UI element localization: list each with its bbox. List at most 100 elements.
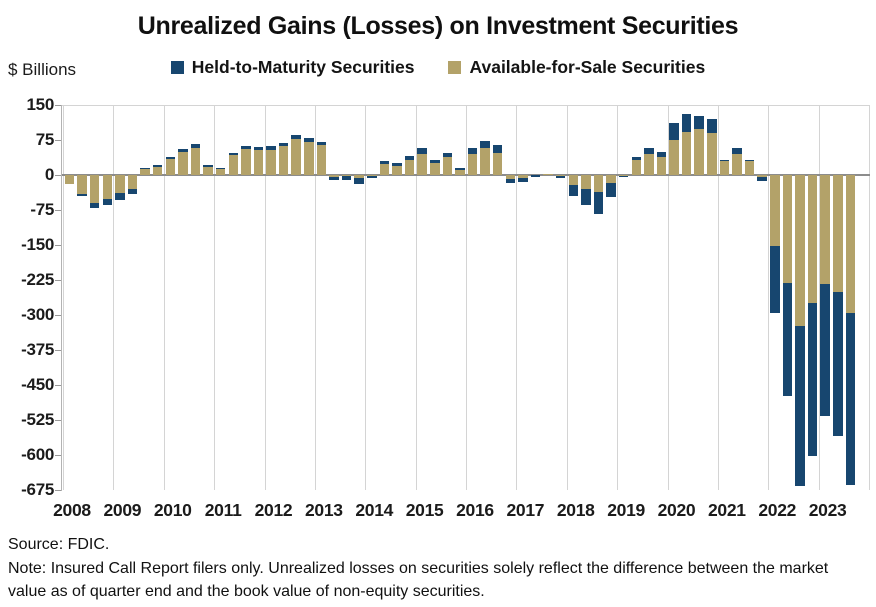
bar-segment-htm	[278, 143, 289, 147]
zero-baseline	[62, 174, 870, 176]
bar-segment-htm	[127, 188, 138, 195]
bar-segment-afs	[241, 148, 251, 175]
bar-segment-afs	[417, 154, 427, 175]
bar-segment-htm	[820, 284, 830, 416]
y-axis-tick	[55, 419, 61, 421]
bar-segment-afs	[316, 145, 327, 175]
bar-segment-afs	[354, 175, 364, 179]
bar-segment-htm	[215, 167, 226, 169]
year-gridline	[365, 105, 367, 490]
y-axis-tick	[55, 104, 61, 106]
bar-segment-afs	[329, 175, 339, 177]
source-note: Source: FDIC.	[8, 536, 110, 553]
bar-segment-afs	[555, 175, 566, 177]
year-gridline	[314, 105, 316, 490]
y-axis-tick-label: 150	[26, 95, 55, 114]
bar-segment-htm	[707, 118, 717, 134]
bar-segment-afs	[140, 169, 150, 175]
bar-segment-htm	[593, 191, 604, 215]
year-gridline	[516, 105, 518, 490]
y-axis-tick-label: -600	[21, 445, 54, 464]
bar-segment-afs	[631, 160, 641, 175]
bar-segment-afs	[820, 175, 830, 285]
y-axis-tick	[55, 279, 61, 281]
bar-segment-afs	[644, 154, 654, 175]
bar-segment-htm	[681, 113, 692, 132]
bar-segment-htm	[795, 326, 805, 486]
bar-segment-afs	[492, 152, 503, 175]
y-axis-tick-label: -75	[30, 200, 54, 219]
y-axis-tick-label: 75	[35, 130, 55, 149]
bar-segment-afs	[228, 154, 238, 175]
bar-segment-afs	[593, 175, 604, 192]
bar-segment-htm	[656, 152, 667, 157]
y-axis-tick-label: -375	[21, 340, 54, 359]
bar-segment-afs	[845, 175, 856, 313]
bar-segment-htm	[770, 245, 780, 313]
legend-label-afs: Available-for-Sale Securities	[469, 57, 706, 77]
bar-segment-afs	[505, 175, 516, 180]
bar-segment-htm	[555, 176, 566, 179]
bar-segment-afs	[518, 175, 528, 179]
year-gridline	[466, 105, 467, 490]
bar-segment-afs	[442, 156, 453, 175]
bar-segment-afs	[719, 161, 730, 175]
bar-segment-htm	[467, 148, 478, 154]
bar-segment-afs	[770, 175, 780, 246]
bar-segment-afs	[656, 156, 667, 175]
x-axis-year-label: 2018	[556, 500, 595, 520]
bar-segment-afs	[89, 175, 100, 204]
year-gridline	[264, 105, 266, 490]
x-axis-year-label: 2017	[506, 500, 545, 520]
bar-segment-afs	[467, 154, 478, 175]
bar-segment-afs	[669, 140, 679, 175]
x-axis-year-label: 2022	[758, 500, 797, 520]
bar-segment-htm	[253, 147, 264, 150]
bar-segment-afs	[744, 160, 755, 175]
bar-segment-afs	[304, 141, 314, 175]
bar-segment-htm	[669, 122, 679, 140]
bar-segment-afs	[215, 168, 226, 175]
bar-segment-afs	[77, 175, 87, 195]
year-gridline	[617, 105, 619, 490]
bar-segment-htm	[316, 141, 327, 146]
bar-segment-htm	[694, 116, 704, 130]
bar-segment-htm	[845, 312, 856, 485]
year-gridline	[63, 105, 64, 490]
bar-segment-htm	[807, 303, 818, 456]
year-gridline	[415, 105, 417, 490]
bar-segment-htm	[492, 145, 503, 153]
bar-segment-afs	[102, 175, 113, 200]
bar-segment-afs	[115, 175, 125, 194]
footnote: Note: Insured Call Report filers only. U…	[8, 560, 829, 600]
bar-segment-htm	[329, 176, 339, 180]
y-axis-tick-label: -525	[21, 410, 54, 429]
bar-segment-htm	[480, 140, 490, 149]
year-gridline	[818, 105, 820, 490]
bar-segment-afs	[807, 175, 818, 304]
y-axis-tick	[55, 489, 61, 491]
bar-segment-afs	[782, 175, 793, 283]
bar-segment-htm	[89, 203, 100, 208]
bar-segment-afs	[480, 148, 490, 175]
year-gridline	[869, 105, 870, 490]
legend: Held-to-Maturity Securities Available-fo…	[0, 57, 876, 78]
bar-segment-afs	[278, 146, 289, 175]
bar-segment-htm	[455, 167, 465, 170]
bar-segment-htm	[392, 163, 402, 167]
year-gridline	[768, 105, 770, 490]
y-axis-line	[61, 105, 62, 491]
bar-segment-afs	[694, 129, 704, 175]
y-axis-tick-label: 0	[44, 165, 54, 184]
x-axis-year-label: 2020	[657, 500, 696, 520]
bar-segment-htm	[568, 184, 579, 196]
year-gridline	[717, 105, 719, 490]
year-gridline	[163, 105, 165, 490]
x-axis-year-label: 2009	[103, 500, 142, 520]
bar-segment-afs	[178, 151, 188, 175]
bar-segment-afs	[64, 175, 75, 184]
bar-segment-htm	[404, 155, 415, 161]
bar-segment-htm	[442, 152, 453, 157]
bar-segment-htm	[341, 176, 352, 180]
